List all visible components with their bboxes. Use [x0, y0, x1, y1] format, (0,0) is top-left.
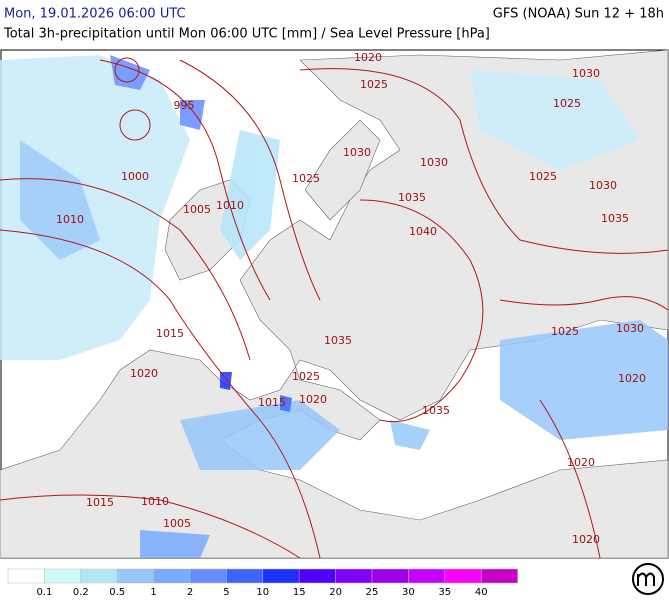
- legend: 0.1 0.2 0.5 1 2 5 10 15 20 25 30 35 40: [7, 568, 518, 598]
- legend-label: 1: [150, 587, 156, 598]
- isobar-label: 1030: [589, 179, 617, 192]
- legend-swatch: [480, 568, 518, 584]
- legend-swatch: [226, 568, 264, 584]
- isobar-label: 995: [174, 99, 195, 112]
- isobar-label: 1025: [360, 78, 388, 91]
- isobar-label: 1005: [183, 203, 211, 216]
- legend-label: 0.2: [73, 587, 89, 598]
- isobar-label: 1005: [163, 517, 191, 530]
- legend-swatch: [116, 568, 154, 584]
- isobar-labels: 1020 1025 1030 995 1025 1030 1030 1025 1000 1025 1…: [56, 51, 646, 546]
- isobar-label: 1025: [553, 97, 581, 110]
- isobar-label: 1020: [354, 51, 382, 64]
- land: [0, 49, 669, 559]
- isobar-label: 1030: [343, 146, 371, 159]
- legend-swatch: [444, 568, 482, 584]
- legend-swatch: [371, 568, 409, 584]
- legend-swatch: [44, 568, 82, 584]
- legend-swatch: [189, 568, 227, 584]
- legend-swatch: [335, 568, 373, 584]
- legend-label: 40: [475, 587, 488, 598]
- isobars: [0, 57, 669, 559]
- isobar-label: 1020: [299, 393, 327, 406]
- isobar-label: 1030: [616, 322, 644, 335]
- logo: [632, 563, 664, 595]
- legend-label: 30: [402, 587, 415, 598]
- date: Mon, 19.01.2026 06:00 UTC: [4, 7, 186, 22]
- isobar-label: 1030: [420, 156, 448, 169]
- isobar-label: 1035: [324, 334, 352, 347]
- isobar-label: 1035: [422, 404, 450, 417]
- legend-label: 15: [293, 587, 306, 598]
- isobar-label: 1025: [551, 325, 579, 338]
- isobar-label: 1020: [567, 456, 595, 469]
- legend-label: 10: [256, 587, 269, 598]
- legend-swatch: [80, 568, 118, 584]
- precipitation: [0, 55, 668, 558]
- isobar-label: 1035: [601, 212, 629, 225]
- legend-label: 0.1: [36, 587, 52, 598]
- isobar-label: 1010: [216, 199, 244, 212]
- legend-swatch: [153, 568, 191, 584]
- legend-label: 5: [223, 587, 229, 598]
- isobar-label: 1040: [409, 225, 437, 238]
- legend-label: 25: [366, 587, 379, 598]
- legend-label: 0.5: [109, 587, 125, 598]
- isobar-label: 1020: [618, 372, 646, 385]
- legend-label: 20: [329, 587, 342, 598]
- legend-swatch: [7, 568, 45, 584]
- isobar-label: 1020: [572, 533, 600, 546]
- legend-swatch: [298, 568, 336, 584]
- legend-label: 2: [187, 587, 193, 598]
- isobar-label: 1015: [156, 327, 184, 340]
- isobar-label: 1030: [572, 67, 600, 80]
- map: 1020 1025 1030 995 1025 1030 1030 1025 1000 1025 1…: [0, 49, 669, 559]
- isobar-label: 1025: [292, 370, 320, 383]
- isobar-label: 1015: [258, 396, 286, 409]
- subtitle: Total 3h-precipitation until Mon 06:00 U…: [3, 27, 490, 42]
- isobar-label: 1035: [398, 191, 426, 204]
- isobar-label: 1010: [141, 495, 169, 508]
- isobar-label: 1015: [86, 496, 114, 509]
- isobar-label: 1000: [121, 170, 149, 183]
- legend-swatch: [262, 568, 300, 584]
- isobar-label: 1025: [292, 172, 320, 185]
- legend-label: 35: [438, 587, 451, 598]
- isobar-label: 1020: [130, 367, 158, 380]
- model: GFS (NOAA) Sun 12 + 18h: [493, 7, 664, 22]
- legend-swatch: [408, 568, 446, 584]
- isobar-label: 1010: [56, 213, 84, 226]
- isobar-label: 1025: [529, 170, 557, 183]
